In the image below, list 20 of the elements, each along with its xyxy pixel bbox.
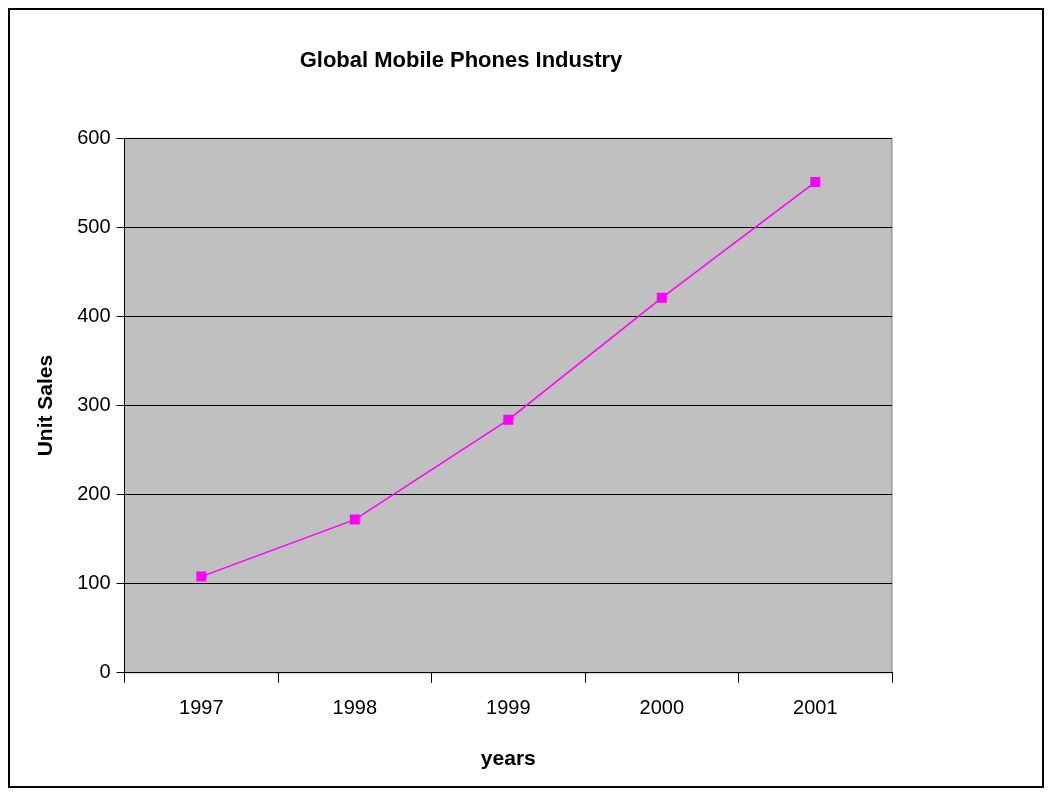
point	[196, 571, 207, 582]
point	[656, 292, 667, 303]
point	[503, 414, 514, 425]
chart-title: Global Mobile Phones Industry	[299, 47, 624, 73]
x-tick-label: 1997	[179, 696, 224, 719]
point	[349, 514, 360, 525]
y-tick-label: 400	[77, 304, 111, 327]
y-tick-label: 0	[99, 660, 111, 683]
y-tick-label: 600	[77, 125, 111, 148]
y-tick-label: 100	[77, 571, 111, 594]
y-axis-title: Unit Sales	[33, 354, 57, 457]
x-tick-label: 2001	[793, 696, 838, 719]
x-axis-title: years	[480, 746, 536, 770]
y-tick-label: 200	[77, 482, 111, 505]
x-tick-label: 1998	[332, 696, 378, 719]
x-tick-label: 2000	[639, 696, 685, 719]
y-tick-label: 500	[77, 214, 111, 237]
y-tick-label: 300	[77, 393, 111, 416]
point	[810, 177, 821, 188]
x-tick-label: 1999	[486, 696, 531, 719]
